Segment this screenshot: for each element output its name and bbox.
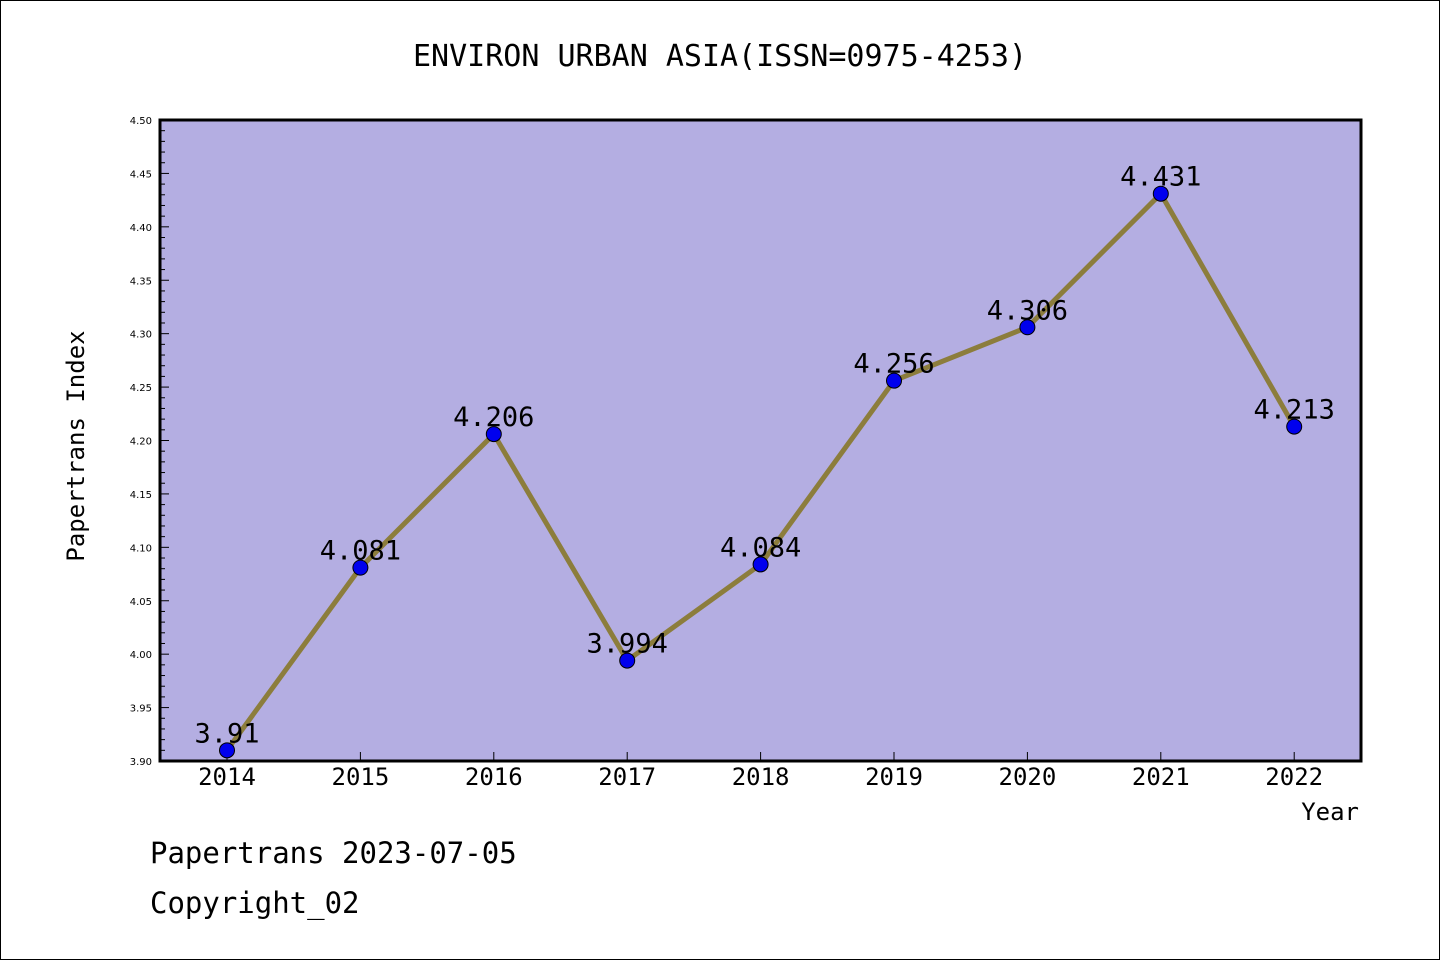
x-axis-label: Year bbox=[1301, 798, 1359, 826]
y-tick-label: 4.05 bbox=[130, 597, 152, 608]
plot-area bbox=[160, 120, 1361, 761]
x-tick-label: 2019 bbox=[865, 763, 923, 791]
data-label: 4.431 bbox=[1120, 162, 1201, 193]
data-markers bbox=[219, 185, 1303, 759]
data-labels: 3.91 4.081 4.206 3.994 4.084 4.256 4.306 4.431 4… bbox=[194, 162, 1334, 750]
data-label: 3.994 bbox=[587, 629, 668, 660]
data-point bbox=[1152, 185, 1169, 202]
data-point bbox=[485, 426, 502, 443]
y-tick-label: 4.40 bbox=[130, 223, 152, 234]
y-tick-label: 4.50 bbox=[130, 116, 152, 127]
y-axis-label: Papertrans Index bbox=[62, 330, 90, 561]
data-label: 4.256 bbox=[853, 349, 934, 380]
data-point bbox=[219, 742, 235, 759]
data-label: 4.081 bbox=[320, 536, 401, 567]
y-tick-label: 3.90 bbox=[130, 757, 152, 768]
x-tick-label: 2014 bbox=[198, 763, 256, 791]
y-tick-label: 4.15 bbox=[130, 490, 152, 501]
y-tick-label: 4.30 bbox=[130, 330, 152, 341]
data-label: 4.306 bbox=[987, 295, 1068, 326]
x-tick-label: 2016 bbox=[465, 763, 523, 791]
x-tick-label: 2017 bbox=[598, 763, 656, 791]
x-tick-label: 2021 bbox=[1132, 763, 1190, 791]
plot-border bbox=[158, 118, 1363, 763]
x-axis-ticks: 2014 2015 2016 2017 2018 2019 2020 2021 2022 bbox=[198, 752, 1323, 791]
x-tick-label: 2015 bbox=[332, 763, 390, 791]
y-tick-label: 4.20 bbox=[130, 437, 152, 448]
y-tick-label: 4.45 bbox=[130, 169, 152, 180]
x-tick-label: 2018 bbox=[732, 763, 790, 791]
y-tick-label: 4.25 bbox=[130, 383, 152, 394]
data-point bbox=[1286, 418, 1303, 435]
data-label: 4.084 bbox=[720, 532, 801, 563]
chart-title: ENVIRON URBAN ASIA(ISSN=0975-4253) bbox=[413, 39, 1027, 74]
data-point bbox=[886, 372, 902, 389]
data-point bbox=[752, 556, 769, 573]
y-tick-label: 4.00 bbox=[130, 650, 152, 661]
x-tick-label: 2020 bbox=[999, 763, 1057, 791]
y-tick-label: 4.35 bbox=[130, 276, 152, 287]
data-point bbox=[352, 559, 369, 576]
y-tick-label: 3.95 bbox=[130, 704, 152, 715]
data-point bbox=[619, 652, 636, 669]
data-label: 3.91 bbox=[194, 718, 259, 749]
data-label: 4.206 bbox=[453, 402, 534, 433]
x-tick-label: 2022 bbox=[1265, 763, 1323, 791]
data-point bbox=[1019, 319, 1036, 336]
y-tick-label: 4.10 bbox=[130, 543, 152, 554]
data-label: 4.213 bbox=[1254, 395, 1335, 426]
footer-date: Papertrans 2023-07-05 bbox=[150, 836, 517, 870]
footer-copyright: Copyright_02 bbox=[150, 886, 360, 920]
